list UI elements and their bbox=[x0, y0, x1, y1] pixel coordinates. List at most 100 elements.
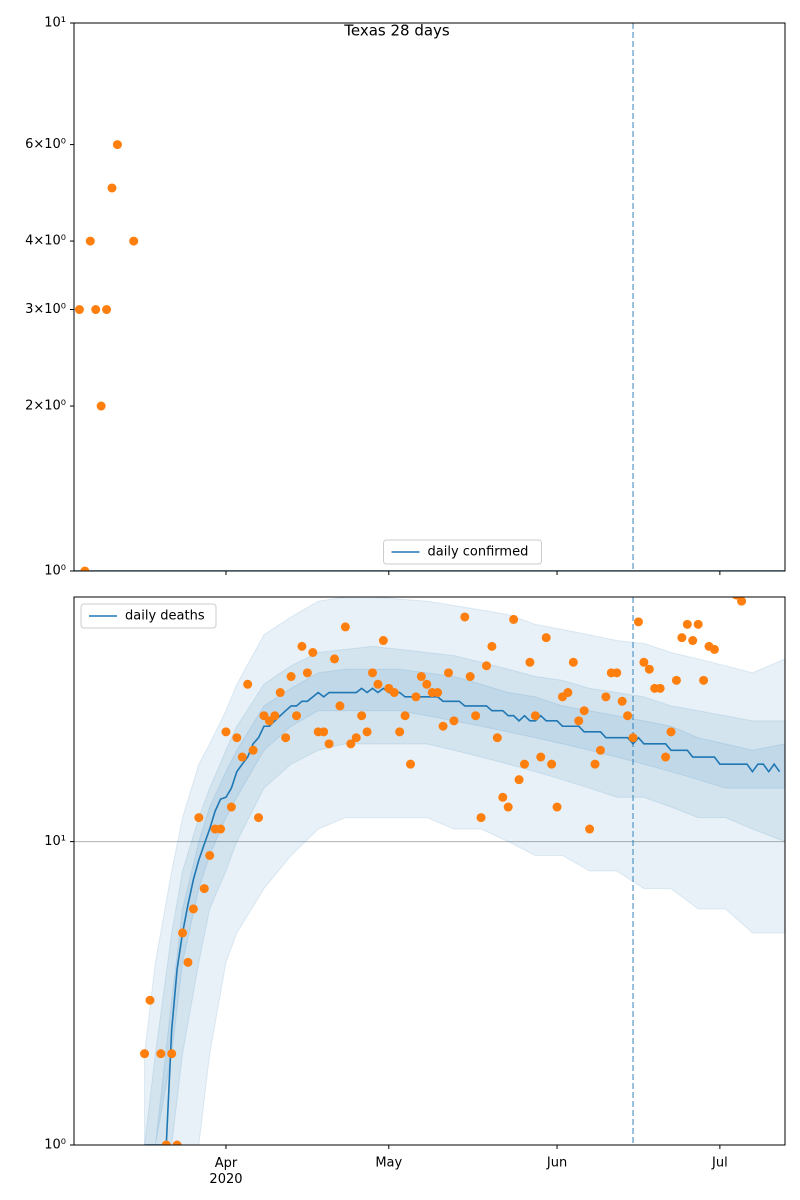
data-point bbox=[373, 679, 383, 689]
data-point bbox=[628, 733, 638, 743]
data-point bbox=[335, 701, 345, 711]
data-point bbox=[248, 745, 258, 755]
data-point bbox=[389, 688, 399, 698]
data-point bbox=[340, 622, 350, 632]
data-point bbox=[275, 688, 285, 698]
data-point bbox=[205, 850, 215, 860]
data-point bbox=[677, 633, 687, 643]
data-point bbox=[633, 617, 643, 627]
data-point bbox=[699, 675, 709, 685]
data-point bbox=[400, 711, 410, 721]
data-point bbox=[563, 688, 573, 698]
data-point bbox=[617, 696, 627, 706]
data-point bbox=[612, 668, 622, 678]
y-tick-label: 10¹ bbox=[44, 16, 66, 31]
data-point bbox=[465, 672, 475, 682]
data-point bbox=[568, 657, 578, 667]
data-point bbox=[286, 672, 296, 682]
data-point bbox=[330, 654, 340, 664]
data-point bbox=[270, 711, 280, 721]
data-point bbox=[595, 745, 605, 755]
data-point bbox=[324, 739, 334, 749]
data-point bbox=[476, 813, 486, 823]
data-point bbox=[85, 236, 95, 246]
data-point bbox=[351, 733, 361, 743]
data-point bbox=[422, 679, 432, 689]
data-point bbox=[709, 644, 719, 654]
data-point bbox=[449, 716, 459, 726]
uncertainty-band bbox=[144, 597, 785, 1145]
data-point bbox=[574, 716, 584, 726]
y-tick-label: 10⁰ bbox=[44, 564, 66, 579]
data-point bbox=[530, 711, 540, 721]
data-point bbox=[156, 1049, 166, 1059]
data-point bbox=[226, 802, 236, 812]
data-point bbox=[552, 802, 562, 812]
data-point bbox=[509, 614, 519, 624]
y-tick-label: 3×10⁰ bbox=[25, 302, 66, 317]
legend-label: daily confirmed bbox=[428, 545, 529, 560]
y-tick-label: 6×10⁰ bbox=[25, 137, 66, 152]
data-point bbox=[519, 759, 529, 769]
data-point bbox=[161, 1140, 171, 1145]
data-point bbox=[487, 641, 497, 651]
data-point bbox=[188, 904, 198, 914]
data-point bbox=[411, 692, 421, 702]
data-point bbox=[416, 672, 426, 682]
data-point bbox=[378, 636, 388, 646]
data-point bbox=[357, 711, 367, 721]
data-point bbox=[297, 641, 307, 651]
data-point bbox=[292, 711, 302, 721]
data-point bbox=[438, 721, 448, 731]
data-point bbox=[140, 1049, 150, 1059]
x-tick-label: Jun bbox=[546, 1156, 567, 1171]
data-point bbox=[471, 711, 481, 721]
data-point bbox=[682, 619, 692, 629]
data-point bbox=[91, 305, 101, 315]
data-point bbox=[443, 668, 453, 678]
legend-box bbox=[80, 603, 217, 629]
data-point bbox=[395, 727, 405, 737]
data-point bbox=[541, 633, 551, 643]
data-point bbox=[536, 752, 546, 762]
x-tick-label: Apr 2020 bbox=[209, 1156, 242, 1187]
data-point bbox=[368, 668, 378, 678]
data-point bbox=[112, 140, 122, 150]
y-tick-label: 10¹ bbox=[44, 834, 66, 849]
data-point bbox=[96, 401, 106, 411]
data-point bbox=[319, 727, 329, 737]
data-point bbox=[145, 995, 155, 1005]
data-point bbox=[346, 739, 356, 749]
data-point bbox=[221, 727, 231, 737]
data-point bbox=[172, 1140, 182, 1145]
data-point bbox=[481, 661, 491, 671]
data-point bbox=[302, 668, 312, 678]
plot-area bbox=[74, 597, 785, 1145]
data-point bbox=[655, 683, 665, 693]
data-point bbox=[498, 792, 508, 802]
data-point bbox=[737, 597, 747, 606]
data-point bbox=[585, 824, 595, 834]
data-point bbox=[237, 752, 247, 762]
data-point bbox=[623, 711, 633, 721]
data-point bbox=[671, 675, 681, 685]
y-tick-label: 4×10⁰ bbox=[25, 234, 66, 249]
plot-area bbox=[74, 23, 785, 571]
data-point bbox=[80, 566, 90, 571]
x-tick-label: Jul bbox=[711, 1156, 728, 1171]
y-tick-label: 2×10⁰ bbox=[25, 399, 66, 414]
legend-label: daily deaths bbox=[125, 609, 205, 624]
data-point bbox=[503, 802, 513, 812]
data-point bbox=[514, 775, 524, 785]
data-point bbox=[107, 183, 117, 193]
data-point bbox=[525, 657, 535, 667]
data-point bbox=[308, 648, 318, 658]
data-point bbox=[281, 733, 291, 743]
data-point bbox=[167, 1049, 177, 1059]
data-point bbox=[216, 824, 226, 834]
data-point bbox=[183, 957, 193, 967]
data-point bbox=[102, 305, 112, 315]
data-point bbox=[601, 692, 611, 702]
data-point bbox=[254, 813, 264, 823]
